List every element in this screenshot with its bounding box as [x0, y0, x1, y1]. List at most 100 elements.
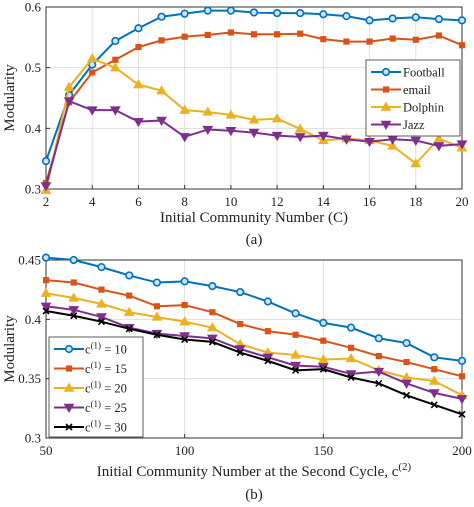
panel-b-series-line: [45, 305, 463, 400]
panel-a-plot-frame: [45, 6, 463, 190]
panel-a-data-point: [341, 135, 352, 145]
panel-a-series-3: [40, 97, 468, 192]
panel-b-plot-frame: [45, 259, 463, 439]
panel-a-data-point: [134, 24, 143, 33]
panel-a-data-point: [179, 104, 191, 114]
panel-b-data-point: [42, 277, 50, 284]
panel-a-data-point: [433, 142, 445, 152]
panel-a-data-point: [181, 33, 188, 40]
panel-b-data-point: [125, 271, 134, 280]
panel-a-data-point: [274, 31, 281, 38]
panel-a-x-axis-label: Initial Community Number (C): [160, 210, 348, 226]
panel-b-data-point: [292, 331, 299, 338]
panel-b-legend-marker: [63, 382, 75, 392]
panel-a-data-point: [343, 38, 350, 45]
panel-b-data-point: [70, 279, 77, 286]
panel-a-x-tick-label: 20: [456, 194, 469, 209]
panel-a-data-point: [365, 16, 374, 25]
panel-b-data-point: [458, 373, 466, 380]
panel-a-y-tick-label: 0.6: [25, 0, 42, 15]
panel-b-data-point: [40, 287, 52, 297]
panel-a-x-tick-label: 12: [271, 194, 284, 209]
panel-a-data-point: [203, 6, 212, 15]
panel-a-data-point: [179, 133, 191, 143]
panel-a-data-point: [109, 106, 121, 116]
panel-a-data-point: [227, 29, 234, 36]
panel-b-data-point: [263, 297, 272, 306]
panel-a-data-point: [63, 97, 75, 107]
panel-a-data-point: [458, 42, 466, 49]
panel-b-legend-marker: [65, 365, 73, 372]
panel-b-data-point: [40, 302, 52, 312]
panel-b-data-point: [68, 306, 80, 316]
panel-b-series-line: [45, 279, 463, 378]
panel-a-data-point: [133, 79, 144, 89]
panel-a-legend-marker: [380, 101, 392, 111]
panel-b-series-line: [45, 292, 463, 397]
panel-a-data-point: [457, 16, 467, 25]
panel-b-data-point: [347, 373, 355, 382]
panel-b-data-point: [403, 358, 410, 366]
panel-b-data-point: [430, 353, 439, 362]
panel-a-data-point: [435, 32, 442, 39]
panel-a-legend-marker: [380, 120, 392, 130]
panel-a-data-point: [225, 109, 237, 119]
panel-a-data-point: [387, 140, 399, 150]
panel-a-data-point: [410, 136, 422, 146]
panel-a-x-tick-label: 10: [224, 194, 237, 209]
panel-a-data-point: [135, 43, 142, 51]
panel-a-legend-entry: email: [371, 83, 431, 97]
panel-a-y-tick-label: 0.5: [25, 60, 41, 75]
panel-a-data-point: [433, 133, 445, 143]
panel-b-y-tick-label: 0.3: [25, 431, 41, 446]
panel-b-x-tick-label: 100: [175, 443, 195, 458]
panel-b-data-point: [207, 322, 218, 332]
panel-a-data-point: [158, 37, 165, 44]
panel-b-data-point: [428, 375, 440, 385]
panel-a-data-point: [294, 123, 306, 133]
panel-b-data-point: [70, 312, 78, 320]
panel-b-y-axis-label: Modularity: [2, 315, 18, 383]
panel-b-caption: (b): [245, 487, 263, 503]
panel-a-series-1: [42, 29, 466, 187]
panel-a-data-point: [89, 69, 96, 76]
panel-b-data-point: [401, 379, 412, 389]
panel-a-data-point: [319, 10, 328, 19]
panel-b-data-point: [97, 318, 106, 326]
panel-a-data-point: [411, 13, 420, 22]
panel-a-data-point: [249, 8, 259, 17]
panel-b-series-line: [45, 256, 463, 362]
panel-a-y-axis-label: Modularity: [2, 64, 18, 132]
panel-b-data-point: [208, 338, 216, 346]
panel-a-y-tick-label: 0.3: [25, 182, 41, 197]
panel-b-data-point: [153, 303, 161, 310]
panel-a-caption: (a): [246, 232, 263, 248]
panel-b-data-point: [320, 337, 327, 344]
panel-a-x-tick-label: 18: [409, 194, 422, 209]
panel-a-data-point: [41, 156, 51, 166]
panel-a-data-point: [225, 127, 237, 137]
panel-a-data-point: [133, 117, 144, 128]
panel-b-series-2: [40, 287, 468, 399]
panel-b-data-point: [151, 311, 163, 321]
panel-a-legend-entry: Football: [371, 66, 445, 80]
panel-b-data-point: [457, 356, 467, 365]
panel-b-data-point: [375, 353, 382, 360]
panel-b-data-point: [209, 309, 216, 316]
panel-a-data-point: [63, 81, 75, 91]
panel-b-data-point: [236, 348, 244, 357]
panel-b-data-point: [292, 366, 300, 374]
panel-b-data-point: [152, 278, 162, 287]
panel-b-legend-entry: c(1) = 30: [54, 419, 127, 435]
panel-b-data-point: [458, 410, 466, 418]
panel-b-legend-marker: [65, 423, 73, 431]
panel-b-data-point: [374, 334, 383, 343]
panel-b-data-point: [373, 367, 385, 378]
panel-b-series-0: [41, 253, 467, 365]
panel-a-data-point: [388, 14, 397, 23]
panel-b-data-point: [153, 331, 161, 339]
panel-a-x-tick-label: 8: [181, 194, 188, 209]
panel-a-data-point: [412, 36, 419, 43]
panel-a-data-point: [180, 9, 189, 18]
panel-b-data-point: [456, 395, 468, 405]
